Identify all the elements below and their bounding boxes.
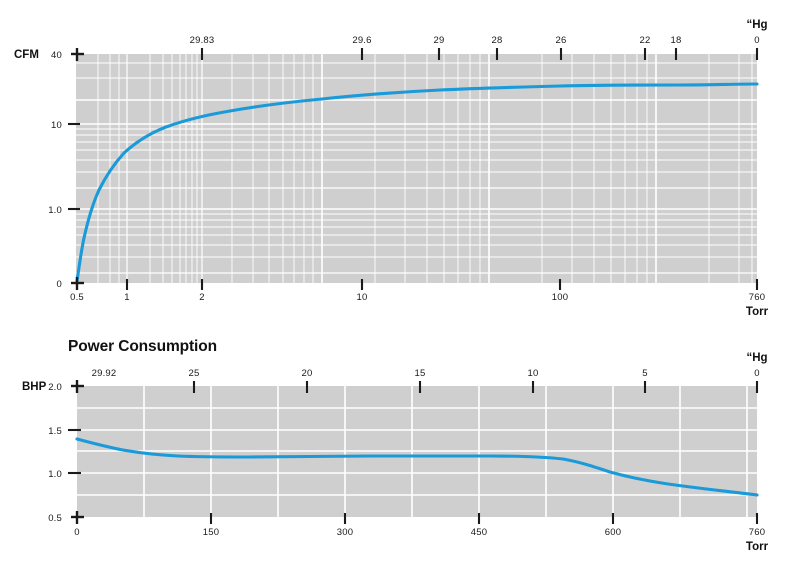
chart1-y-ticks	[68, 48, 84, 211]
chart2-top-ticks	[192, 381, 759, 393]
chart2-top-tick-label-4: 10	[528, 368, 539, 379]
chart2-title: Power Consumption	[68, 338, 217, 355]
chart1-x-tick-label-4: 100	[552, 292, 568, 303]
chart2-x-tick-label-0: 0	[74, 527, 79, 538]
chart1-x-tick-label-1: 1	[124, 292, 129, 303]
chart1-top-tick-label-3: 28	[492, 35, 503, 46]
chart1-x-tick-label-2: 2	[199, 292, 204, 303]
chart2-top-axis-name: “Hg	[746, 352, 767, 364]
chart2-top-tick-label-2: 20	[302, 368, 313, 379]
chart1-top-tick-label-7: 0	[754, 35, 759, 46]
chart2-y-axis-name: BHP	[22, 381, 47, 393]
chart-pumping-speed: 40 10 1.0 0 CFM 0.5 1 2 10 100 760 Torr …	[14, 19, 769, 318]
chart1-top-tick-label-2: 29	[434, 35, 445, 46]
chart2-y-ticks	[68, 380, 84, 524]
chart1-top-tick-label-5: 22	[640, 35, 651, 46]
chart2-data-line	[75, 437, 759, 497]
chart2-top-tick-label-5: 5	[642, 368, 647, 379]
chart1-top-tick-label-0: 29.83	[190, 35, 215, 46]
chart2-x-tick-label-2: 300	[337, 527, 353, 538]
chart1-y-tick-label-40: 40	[51, 50, 62, 61]
chart2-y-tick-label-05: 0.5	[48, 513, 62, 524]
chart1-y-axis-name: CFM	[14, 49, 39, 61]
chart2-y-tick-label-15: 1.5	[48, 426, 62, 437]
chart1-horizontal-gridlines	[76, 62, 757, 274]
chart2-x-tick-label-4: 600	[605, 527, 621, 538]
chart1-data-line	[75, 82, 759, 283]
chart2-horizontal-gridlines	[77, 407, 757, 496]
chart1-top-tick-label-4: 26	[556, 35, 567, 46]
chart2-x-tick-label-3: 450	[471, 527, 487, 538]
chart1-top-axis-name: “Hg	[746, 19, 767, 31]
chart2-x-tick-label-5: 760	[749, 527, 765, 538]
chart-power-consumption: Power Consumption	[22, 338, 769, 553]
chart1-y-tick-label-0: 0	[57, 279, 62, 290]
chart2-y-tick-label-1: 1.0	[48, 469, 62, 480]
chart1-bottom-ticks	[71, 277, 759, 290]
chart2-y-tick-label-2: 2.0	[48, 382, 62, 393]
chart1-x-tick-label-0: 0.5	[70, 292, 84, 303]
chart2-top-tick-label-0: 29.92	[92, 368, 117, 379]
chart1-top-tick-label-1: 29.6	[352, 35, 371, 46]
chart2-top-tick-label-3: 15	[415, 368, 426, 379]
chart2-bottom-ticks	[209, 513, 759, 524]
chart2-top-tick-label-6: 0	[754, 368, 759, 379]
chart1-x-tick-label-3: 10	[357, 292, 368, 303]
chart1-y-tick-label-1: 1.0	[48, 205, 62, 216]
chart1-x-tick-label-5: 760	[749, 292, 765, 303]
chart2-x-tick-label-1: 150	[203, 527, 219, 538]
chart1-y-tick-label-10: 10	[51, 120, 62, 131]
chart2-x-axis-name: Torr	[746, 541, 769, 553]
chart1-top-ticks	[200, 48, 759, 60]
chart1-x-axis-name: Torr	[746, 306, 769, 318]
chart1-top-tick-label-6: 18	[671, 35, 682, 46]
chart1-plot-background	[76, 54, 757, 283]
chart2-top-tick-label-1: 25	[189, 368, 200, 379]
